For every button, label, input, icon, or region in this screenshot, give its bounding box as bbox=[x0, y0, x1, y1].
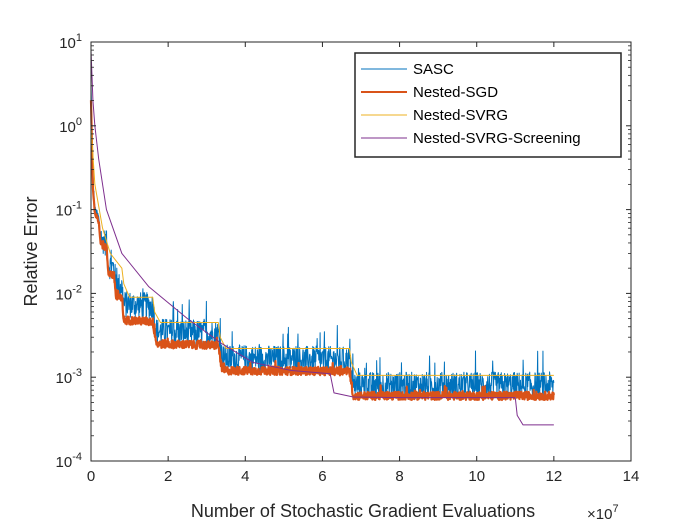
series-layer bbox=[89, 50, 555, 426]
y-tick-label-exponent: -2 bbox=[72, 283, 82, 295]
x-tick-label: 12 bbox=[546, 468, 563, 485]
y-tick-label-base: 10 bbox=[56, 286, 73, 303]
y-tick-label: 10-1 bbox=[56, 200, 82, 220]
y-tick-label-base: 10 bbox=[56, 454, 73, 471]
x-tick-label: 2 bbox=[164, 468, 172, 485]
legend: SASC Nested-SGD Nested-SVRG Nested-SVRG-Scr… bbox=[354, 52, 622, 158]
series-line-nested-svrg bbox=[90, 125, 554, 376]
x-tick-label: 14 bbox=[623, 468, 640, 485]
legend-entry-label: Nested-SVRG bbox=[413, 107, 508, 124]
series-line-nested-sgd bbox=[89, 100, 555, 402]
y-tick-label: 101 bbox=[59, 32, 82, 52]
x-tick-label: 6 bbox=[318, 468, 326, 485]
x-axis-label: Number of Stochastic Gradient Evaluation… bbox=[191, 501, 535, 521]
y-tick-label-base: 10 bbox=[59, 119, 76, 136]
legend-items: SASC Nested-SGD Nested-SVRG Nested-SVRG-Scr… bbox=[361, 61, 581, 147]
y-tick-label-base: 10 bbox=[56, 370, 73, 387]
x-axis-multiplier: ×107 bbox=[587, 503, 619, 523]
legend-entry-label: SASC bbox=[413, 61, 454, 78]
y-tick-label: 100 bbox=[59, 116, 82, 136]
y-tick-label-exponent: 1 bbox=[76, 32, 82, 44]
x-multiplier-base: ×10 bbox=[587, 506, 612, 523]
x-tick-label: 8 bbox=[395, 468, 403, 485]
series-line-sasc bbox=[90, 84, 555, 400]
y-tick-label-exponent: -1 bbox=[72, 200, 82, 212]
x-tick-label: 10 bbox=[468, 468, 485, 485]
y-tick-label-exponent: -4 bbox=[72, 451, 82, 463]
y-tick-label-exponent: -3 bbox=[72, 367, 82, 379]
x-tick-label: 0 bbox=[87, 468, 95, 485]
y-tick-label: 10-2 bbox=[56, 283, 82, 303]
series-line-nested-svrg-screening bbox=[90, 50, 554, 426]
y-tick-label: 10-3 bbox=[56, 367, 82, 387]
legend-entry-label: Nested-SGD bbox=[413, 84, 498, 101]
y-tick-label-base: 10 bbox=[59, 35, 76, 52]
x-tick-label: 4 bbox=[241, 468, 249, 485]
plot-frame bbox=[90, 41, 632, 462]
y-tick-label-exponent: 0 bbox=[76, 116, 82, 128]
legend-box bbox=[354, 52, 622, 158]
x-multiplier-exponent: 7 bbox=[612, 503, 618, 515]
y-axis-label: Relative Error bbox=[21, 196, 41, 306]
y-tick-label: 10-4 bbox=[56, 451, 82, 471]
y-tick-label-base: 10 bbox=[56, 203, 73, 220]
legend-entry-label: Nested-SVRG-Screening bbox=[413, 130, 581, 147]
